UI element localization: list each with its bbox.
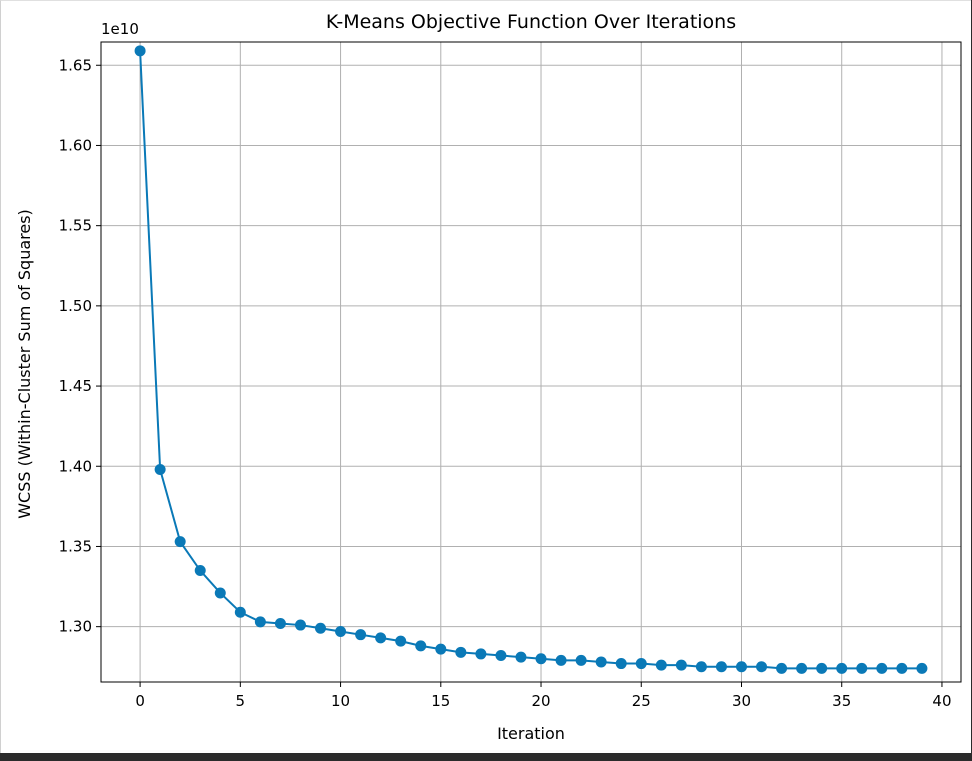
data-point xyxy=(916,662,928,674)
data-point xyxy=(214,587,226,599)
data-point xyxy=(595,656,607,668)
x-tick-label: 25 xyxy=(632,692,651,710)
data-point xyxy=(395,635,407,647)
x-tick-label: 15 xyxy=(431,692,450,710)
data-point xyxy=(735,661,747,673)
data-point xyxy=(234,606,246,618)
data-point xyxy=(294,619,306,631)
data-point xyxy=(194,565,206,577)
x-tick-label: 20 xyxy=(531,692,550,710)
data-point xyxy=(615,658,627,670)
y-axis-label: WCSS (Within-Cluster Sum of Squares) xyxy=(15,209,34,519)
data-point xyxy=(455,646,467,658)
chart-title: K-Means Objective Function Over Iteratio… xyxy=(326,11,736,33)
y-multiplier-label: 1e10 xyxy=(101,20,139,38)
data-point xyxy=(896,662,908,674)
y-axis-ticks: 1.30 1.35 1.40 1.45 1.50 1.55 1.60 1.65 xyxy=(59,56,101,636)
data-point xyxy=(816,662,828,674)
data-point xyxy=(254,616,266,628)
data-point xyxy=(475,648,487,660)
data-point xyxy=(635,658,647,670)
grid-lines xyxy=(101,42,961,682)
data-point xyxy=(535,653,547,665)
x-tick-label: 5 xyxy=(236,692,246,710)
y-tick-label: 1.55 xyxy=(59,217,92,235)
data-point xyxy=(435,643,447,655)
x-tick-label: 40 xyxy=(932,692,951,710)
data-point xyxy=(495,650,507,662)
x-tick-label: 30 xyxy=(732,692,751,710)
data-point xyxy=(856,662,868,674)
data-point xyxy=(134,45,146,57)
data-point xyxy=(335,625,347,637)
y-tick-label: 1.35 xyxy=(59,537,92,555)
x-tick-label: 10 xyxy=(331,692,350,710)
data-point xyxy=(355,629,367,641)
data-point xyxy=(756,661,768,673)
data-point xyxy=(315,622,327,634)
data-point xyxy=(695,661,707,673)
data-point xyxy=(836,662,848,674)
data-point xyxy=(776,662,788,674)
data-point xyxy=(796,662,808,674)
data-point xyxy=(375,632,387,644)
y-tick-label: 1.50 xyxy=(59,297,92,315)
x-axis-label: Iteration xyxy=(497,724,565,743)
data-point xyxy=(274,617,286,629)
data-point xyxy=(555,654,567,666)
y-tick-label: 1.45 xyxy=(59,377,92,395)
x-axis-ticks: 0 5 10 15 20 25 30 35 40 xyxy=(135,682,952,710)
y-tick-label: 1.60 xyxy=(59,136,92,154)
data-point xyxy=(715,661,727,673)
series-line xyxy=(139,50,922,670)
data-point xyxy=(154,463,166,475)
x-tick-label: 0 xyxy=(135,692,145,710)
y-tick-label: 1.65 xyxy=(59,56,92,74)
data-point xyxy=(575,654,587,666)
data-point xyxy=(515,651,527,663)
y-tick-label: 1.40 xyxy=(59,457,92,475)
plot-area-border xyxy=(100,41,962,683)
data-point xyxy=(876,662,888,674)
x-tick-label: 35 xyxy=(832,692,851,710)
data-point xyxy=(675,659,687,671)
series-group xyxy=(134,45,928,674)
data-point xyxy=(415,640,427,652)
y-tick-label: 1.30 xyxy=(59,618,92,636)
data-point xyxy=(655,659,667,671)
data-point xyxy=(174,536,186,548)
